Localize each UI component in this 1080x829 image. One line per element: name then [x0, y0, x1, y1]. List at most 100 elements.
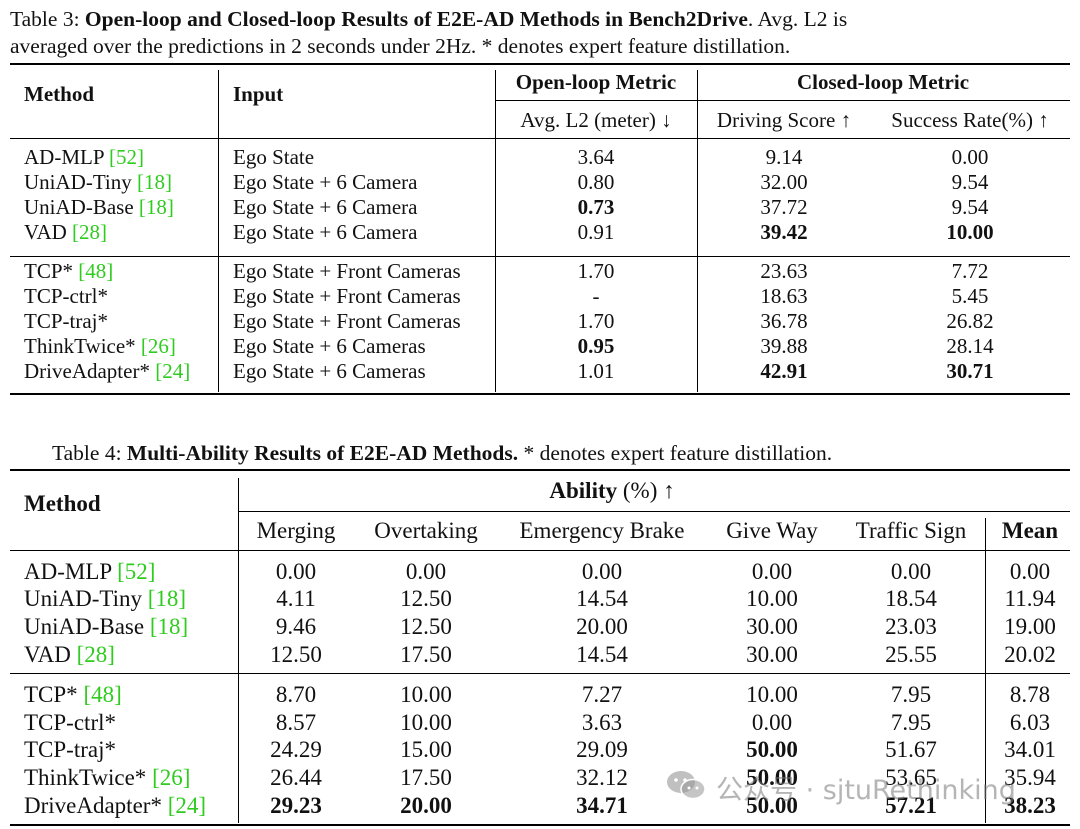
citation-link[interactable]: [18] — [138, 195, 174, 219]
table-cell-merging: 8.57 — [275, 710, 317, 735]
table-cell-mean: 11.94 — [1004, 586, 1056, 611]
table-cell-driving-score: 32.00 — [760, 170, 808, 194]
table-cell-driving-score: 42.91 — [760, 359, 808, 383]
table-row-method: TCP-traj* — [24, 309, 108, 333]
table-cell-input: Ego State — [233, 145, 315, 169]
table-cell-driving-score: 39.42 — [760, 220, 808, 244]
table3-caption-line1: Table 3: Open-loop and Closed-loop Resul… — [10, 7, 848, 31]
table3-caption-title: Open-loop and Closed-loop Results of E2E… — [84, 7, 748, 31]
table-cell-give-way: 30.00 — [746, 614, 798, 639]
table-row-method: UniAD-Tiny [18] — [24, 586, 187, 611]
table-cell-traffic-sign: 57.21 — [885, 793, 937, 818]
table4-caption-title: Multi-Ability Results of E2E-AD Methods. — [126, 441, 519, 465]
citation-link[interactable]: [18] — [147, 586, 187, 611]
table-cell-driving-score: 36.78 — [760, 309, 808, 333]
table3-header-method: Method — [24, 82, 94, 106]
table-cell-give-way: 0.00 — [751, 559, 793, 584]
table-cell-give-way: 50.00 — [746, 793, 798, 818]
citation-link[interactable]: [48] — [78, 259, 114, 283]
table-row-method: UniAD-Base [18] — [24, 195, 174, 219]
table-cell-success-rate: 26.82 — [946, 309, 994, 333]
table-cell-driving-score: 39.88 — [760, 334, 808, 358]
table-row-method: ThinkTwice* [26] — [24, 334, 176, 358]
table4-header-method: Method — [24, 491, 101, 516]
table-cell-input: Ego State + 6 Cameras — [233, 334, 426, 358]
table-cell-mean: 6.03 — [1009, 710, 1051, 735]
table3-header-mid-rule — [495, 100, 1070, 101]
citation-link[interactable]: [52] — [108, 145, 144, 169]
table-cell-overtaking: 20.00 — [400, 793, 452, 818]
table-cell-overtaking: 0.00 — [405, 559, 447, 584]
table-cell-merging: 9.46 — [275, 614, 317, 639]
table-cell-give-way: 10.00 — [746, 682, 798, 707]
citation-link[interactable]: [28] — [76, 642, 115, 667]
table-row-method: AD-MLP [52] — [24, 145, 144, 169]
table4-vline-2 — [985, 518, 986, 823]
table-cell-merging: 12.50 — [270, 642, 322, 667]
table-cell-give-way: 50.00 — [746, 765, 798, 790]
table3-header-closed-loop: Closed-loop Metric — [796, 70, 970, 94]
table3-header-input: Input — [233, 82, 284, 106]
table3-header-avg-l2: Avg. L2 (meter) ↓ — [520, 108, 672, 132]
table-cell-success-rate: 7.72 — [951, 259, 989, 283]
table-cell-l2: 1.70 — [577, 259, 615, 283]
table-cell-overtaking: 10.00 — [400, 710, 452, 735]
table-cell-l2: 0.91 — [577, 220, 615, 244]
table-cell-traffic-sign: 7.95 — [890, 710, 932, 735]
table-cell-success-rate: 30.71 — [946, 359, 994, 383]
table-cell-l2: 1.01 — [577, 359, 615, 383]
citation-link[interactable]: [52] — [117, 559, 156, 584]
table-cell-traffic-sign: 25.55 — [885, 642, 937, 667]
table-cell-emergency-brake: 20.00 — [576, 614, 628, 639]
table-cell-overtaking: 17.50 — [400, 642, 452, 667]
table-cell-merging: 4.11 — [276, 586, 316, 611]
citation-link[interactable]: [48] — [83, 682, 122, 707]
table4-header-overtaking: Overtaking — [374, 518, 478, 543]
table-cell-traffic-sign: 18.54 — [885, 586, 937, 611]
table-cell-mean: 8.78 — [1009, 682, 1051, 707]
table-cell-merging: 29.23 — [270, 793, 322, 818]
table-cell-driving-score: 9.14 — [765, 145, 803, 169]
table-cell-give-way: 10.00 — [746, 586, 798, 611]
citation-link[interactable]: [28] — [72, 220, 108, 244]
table4-vline-1 — [238, 478, 239, 823]
table3-caption-line2: averaged over the predictions in 2 secon… — [10, 34, 791, 58]
table3-header-driving-score: Driving Score ↑ — [716, 108, 852, 132]
watermark-text: 公众号 · sjtuRethinking — [716, 775, 1016, 806]
table-row-method: ThinkTwice* [26] — [24, 765, 191, 790]
table-row-method: VAD [28] — [24, 220, 108, 244]
table4-caption: Table 4: Multi-Ability Results of E2E-AD… — [52, 441, 833, 465]
table-cell-success-rate: 9.54 — [951, 170, 989, 194]
table-cell-mean: 20.02 — [1004, 642, 1056, 667]
table4-bottom-rule — [10, 824, 1070, 826]
table-cell-merging: 0.00 — [275, 559, 317, 584]
table-cell-input: Ego State + 6 Camera — [233, 220, 418, 244]
table-cell-overtaking: 12.50 — [400, 614, 452, 639]
table-cell-give-way: 0.00 — [751, 710, 793, 735]
table-cell-mean: 0.00 — [1009, 559, 1051, 584]
table-cell-input: Ego State + 6 Camera — [233, 170, 418, 194]
table4-top-rule — [10, 469, 1070, 471]
citation-link[interactable]: [26] — [152, 765, 191, 790]
table3-header-rule — [10, 138, 1070, 139]
table-cell-merging: 8.70 — [275, 682, 317, 707]
citation-link[interactable]: [18] — [137, 170, 172, 194]
table-cell-emergency-brake: 32.12 — [576, 765, 628, 790]
table-row-method: DriveAdapter* [24] — [24, 793, 207, 818]
table3-vline-1 — [218, 70, 219, 392]
table-cell-input: Ego State + Front Cameras — [233, 309, 461, 333]
table-cell-mean: 35.94 — [1004, 765, 1056, 790]
table-cell-l2: 0.95 — [577, 334, 615, 358]
table-row-method: UniAD-Tiny [18] — [24, 170, 172, 194]
table-cell-give-way: 50.00 — [746, 737, 798, 762]
table-row-method: TCP* [48] — [24, 259, 114, 283]
citation-link[interactable]: [26] — [140, 334, 176, 358]
table-cell-l2: 1.70 — [577, 309, 615, 333]
citation-link[interactable]: [24] — [167, 793, 207, 818]
citation-link[interactable]: [18] — [149, 614, 189, 639]
citation-link[interactable]: [24] — [155, 359, 191, 383]
table-cell-merging: 26.44 — [270, 765, 322, 790]
table-cell-input: Ego State + 6 Camera — [233, 195, 418, 219]
table-cell-success-rate: 5.45 — [951, 284, 989, 308]
table-cell-overtaking: 17.50 — [400, 765, 452, 790]
